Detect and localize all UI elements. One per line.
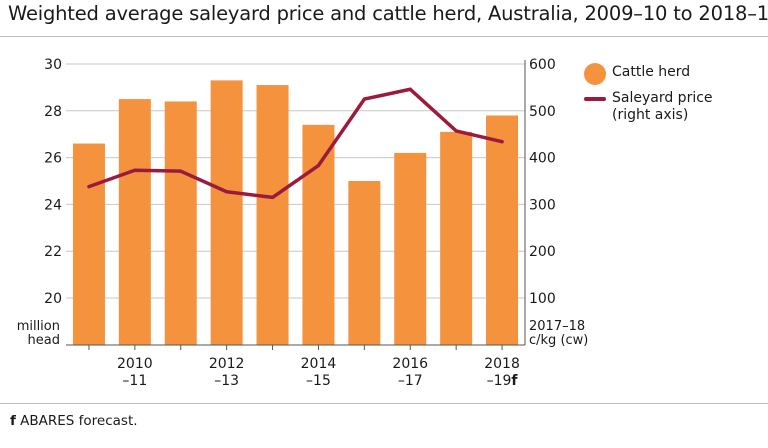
bar-2012–13 [210, 80, 243, 345]
right-tick-label: 400 [529, 151, 556, 167]
saleyard-price-point-2010–11 [133, 168, 137, 172]
right-tick-label: 600 [529, 57, 556, 73]
saleyard-price-point-2016–17 [408, 87, 412, 91]
right-axis-label-line2: c/kg (cw) [529, 333, 588, 348]
left-tick-label: 30 [44, 57, 62, 73]
x-tick-label-line1: 2012 [209, 356, 245, 372]
x-tick-label-line1: 2016 [392, 356, 428, 372]
footer-divider [0, 403, 768, 404]
left-axis-label-line1: million [17, 319, 60, 334]
bar-2011–12 [164, 101, 197, 345]
legend-label-saleyard-price: Saleyard price (right axis) [612, 90, 713, 123]
saleyard-price-point-2011–12 [179, 169, 183, 173]
legend-label-cattle-herd: Cattle herd [612, 64, 691, 80]
bar-2014–15 [302, 124, 335, 345]
x-tick-label-line2: –13 [214, 373, 239, 389]
x-tick-label-line2: –17 [398, 373, 423, 389]
bar-swatch-icon [584, 63, 606, 85]
footnote: f ABARES forecast. [10, 413, 138, 429]
saleyard-price-point-2012–13 [225, 190, 229, 194]
saleyard-price-line [87, 87, 504, 200]
saleyard-price-point-2015–16 [362, 97, 366, 101]
saleyard-price-point-2017–18 [454, 129, 458, 133]
saleyard-price-point-2018–19f [500, 140, 504, 144]
left-tick-label: 22 [44, 244, 62, 260]
forecast-marker: f [511, 373, 518, 389]
line-swatch-icon [584, 97, 606, 101]
bar-2018–19f [486, 115, 519, 345]
x-tick-label-line2: –19f [487, 373, 519, 389]
bar-2017–18 [440, 131, 473, 345]
saleyard-price-point-2013–14 [270, 195, 275, 199]
left-tick-label: 24 [44, 197, 62, 213]
right-tick-label: 500 [529, 104, 556, 120]
right-axis-label-line1: 2017–18 [529, 319, 585, 334]
left-tick-label: 28 [44, 104, 62, 120]
bar-2009–10 [72, 143, 105, 345]
footnote-marker: f [10, 413, 16, 429]
chart: 20 22 24 26 28 30 100 200 300 400 500 600 millionhea… [17, 57, 589, 389]
x-tick-label-line2: –15 [306, 373, 331, 389]
right-tick-label: 100 [529, 291, 556, 307]
left-tick-label: 26 [44, 151, 62, 167]
x-tick-label-line1: 2014 [301, 356, 337, 372]
bar-2015–16 [348, 181, 381, 345]
chart-title: Weighted average saleyard price and catt… [8, 2, 768, 25]
x-tick-label-line2: –11 [122, 373, 147, 389]
saleyard-price-point-2009–10 [87, 185, 91, 189]
x-tick-label-line1: 2010 [117, 356, 153, 372]
x-tick-label-line1: 2018 [484, 356, 520, 372]
footnote-text: ABARES forecast. [15, 413, 138, 429]
bar-2013–14 [256, 85, 289, 345]
saleyard-price-point-2014–15 [316, 163, 321, 168]
bar-2016–17 [394, 152, 427, 345]
right-tick-label: 300 [529, 197, 556, 213]
left-axis-label-line2: head [28, 333, 60, 348]
right-tick-label: 200 [529, 244, 556, 260]
bar-2010–11 [118, 99, 151, 345]
title-divider [0, 36, 768, 37]
left-tick-label: 20 [44, 291, 62, 307]
